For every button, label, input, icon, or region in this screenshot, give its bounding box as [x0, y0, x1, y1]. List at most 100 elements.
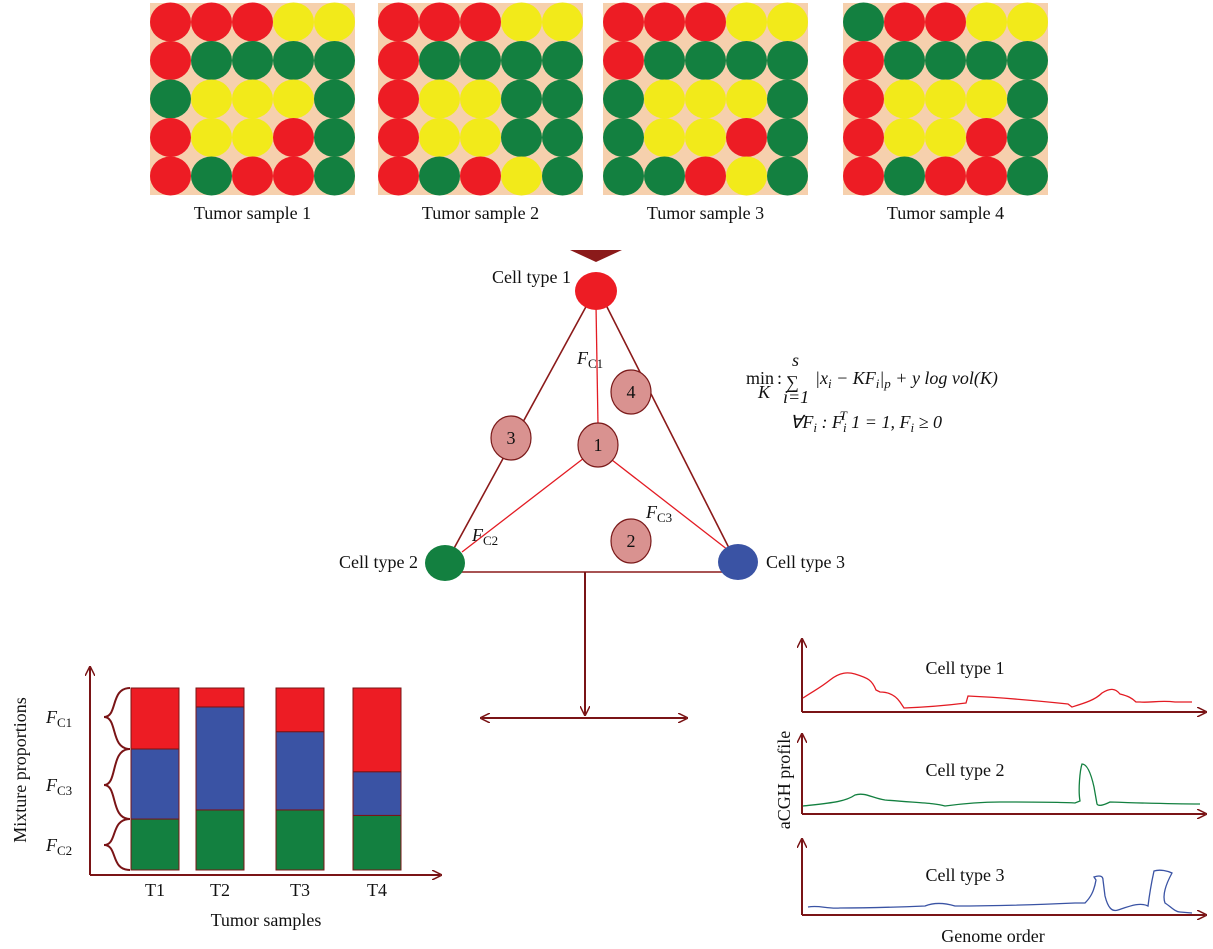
cell	[603, 3, 644, 42]
sub: C2	[483, 533, 498, 548]
bar-segment	[131, 749, 179, 819]
node-label: 1	[594, 435, 603, 455]
sample-label: Tumor sample 1	[194, 203, 311, 223]
arrow	[570, 250, 622, 262]
cell	[150, 118, 191, 157]
t: ≥ 0	[914, 412, 942, 432]
cell	[966, 80, 1007, 119]
cell	[767, 157, 808, 196]
edge-label: FC2	[471, 525, 498, 548]
cell	[603, 80, 644, 119]
cell	[726, 118, 767, 157]
cell	[644, 3, 685, 42]
cell	[150, 157, 191, 196]
t: |x	[815, 368, 828, 388]
formula-sub: i=1	[783, 387, 809, 407]
t: 1 = 1, F	[847, 412, 912, 432]
cell	[460, 157, 501, 196]
cell	[191, 118, 232, 157]
cell	[767, 80, 808, 119]
node-label: 3	[507, 428, 516, 448]
cell	[191, 41, 232, 80]
sub: C3	[57, 783, 72, 798]
profiles: Cell type 1 Cell type 2 Cell type 3 aCGH…	[774, 640, 1205, 946]
cell	[150, 41, 191, 80]
cell	[273, 157, 314, 196]
cell	[419, 118, 460, 157]
cell	[314, 41, 355, 80]
cell	[232, 80, 273, 119]
cell	[726, 41, 767, 80]
bar-segment	[196, 688, 244, 707]
bar-segment	[196, 707, 244, 810]
bar-segment	[353, 688, 401, 772]
bar-segment	[276, 732, 324, 810]
cell	[925, 157, 966, 196]
cell	[603, 118, 644, 157]
x-tick-label: T1	[145, 880, 165, 900]
x-tick-label: T2	[210, 880, 230, 900]
formula-line: |xi − KFi|p + y log vol(K)	[815, 368, 998, 391]
cell	[232, 157, 273, 196]
node-label: 2	[627, 531, 636, 551]
cell	[925, 3, 966, 42]
cell	[232, 3, 273, 42]
simplex: 1 2 3 4 Cell type 1 Cell type 2 Cell typ…	[339, 267, 845, 581]
cell	[644, 80, 685, 119]
cell	[191, 3, 232, 42]
cell	[726, 80, 767, 119]
panel-label: Cell type 1	[926, 658, 1005, 678]
cell	[925, 80, 966, 119]
cell	[542, 41, 583, 80]
cell	[419, 41, 460, 80]
formula: min K : ∑ s i=1 |xi − KFi|p + y log vol(…	[746, 350, 998, 435]
cell	[843, 3, 884, 42]
cell	[501, 157, 542, 196]
cell	[378, 80, 419, 119]
cell	[419, 80, 460, 119]
cell-type-label: Cell type 1	[492, 267, 571, 287]
cell-node	[575, 272, 617, 310]
cell	[273, 41, 314, 80]
cell	[925, 118, 966, 157]
cell	[644, 118, 685, 157]
cell	[542, 80, 583, 119]
y-axis-label: Mixture proportions	[10, 697, 30, 843]
cell	[232, 41, 273, 80]
cell	[314, 3, 355, 42]
edge-label: FC3	[645, 502, 672, 525]
cell	[378, 157, 419, 196]
cell	[767, 3, 808, 42]
cell	[1007, 3, 1048, 42]
cell	[501, 3, 542, 42]
x-tick-label: T4	[367, 880, 387, 900]
brace	[104, 819, 130, 870]
cell	[767, 118, 808, 157]
cell	[925, 41, 966, 80]
cell	[685, 80, 726, 119]
x-axis-label: Tumor samples	[211, 910, 322, 930]
cell	[232, 118, 273, 157]
cell	[501, 118, 542, 157]
profile-curve	[803, 673, 1192, 708]
cell	[1007, 157, 1048, 196]
diagram: Tumor sample 1Tumor sample 2Tumor sample…	[0, 0, 1213, 949]
cell	[884, 41, 925, 80]
node-label: 4	[627, 382, 636, 402]
sample-label: Tumor sample 3	[647, 203, 764, 223]
t: + y log vol(K)	[891, 368, 998, 389]
cell	[501, 80, 542, 119]
cell	[460, 3, 501, 42]
cell	[378, 3, 419, 42]
brace	[104, 749, 130, 819]
cell	[150, 3, 191, 42]
panel-label: Cell type 3	[926, 865, 1005, 885]
y-axis-label: aCGH profile	[774, 731, 794, 829]
cell	[542, 157, 583, 196]
cell	[884, 3, 925, 42]
cell	[685, 41, 726, 80]
cell	[966, 157, 1007, 196]
bar-segment	[353, 772, 401, 816]
brace-label: FC1	[45, 707, 72, 730]
cell	[419, 157, 460, 196]
